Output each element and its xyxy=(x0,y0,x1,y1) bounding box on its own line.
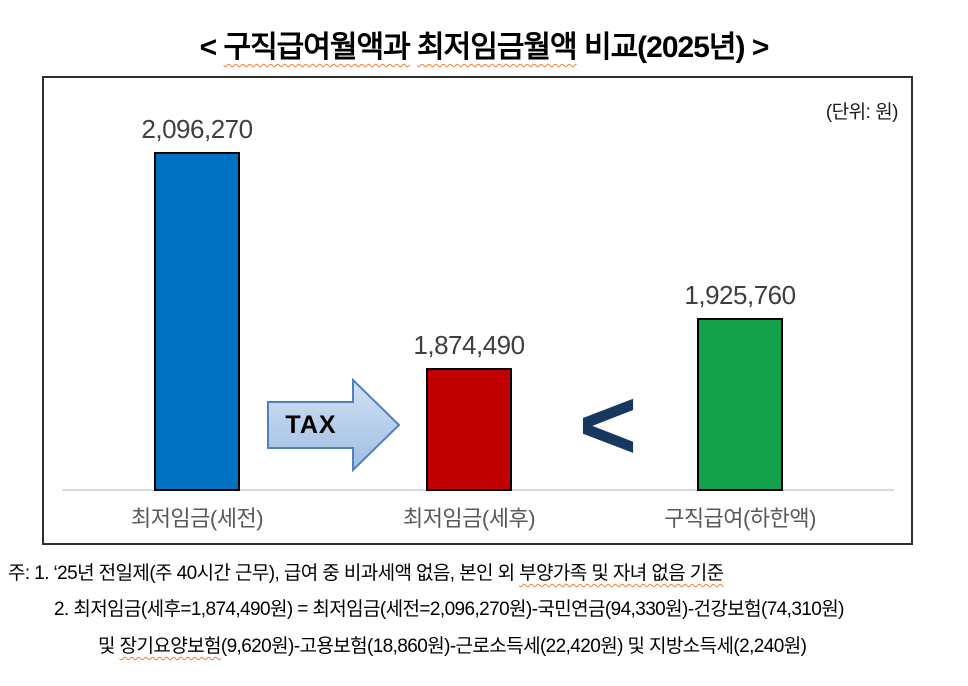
title-bracket-close: > xyxy=(751,31,770,64)
bar-value-label-2: 1,925,760 xyxy=(684,280,796,310)
tax-arrow-shape xyxy=(267,378,401,472)
bar-value-label-0: 2,096,270 xyxy=(141,114,253,144)
note-3-underlined: 장기요양보험 xyxy=(119,636,222,657)
title-bracket-open: < xyxy=(199,31,218,64)
note-3-text-post: (9,620원)-고용보험(18,860원)-근로소득세(22,420원) 및 … xyxy=(220,636,807,657)
note-1-text: 주: 1. ‘25년 전일제(주 40시간 근무), 급여 중 비과세액 없음,… xyxy=(8,563,520,584)
title-term-2: 최저임금월액 xyxy=(417,31,578,64)
bar-0 xyxy=(154,152,240,491)
tax-arrow-label: TAX xyxy=(285,410,337,439)
note-3-text: 및 xyxy=(98,636,120,657)
chart-title: < 구직급여월액과 최저임금월액 비교(2025년) > xyxy=(0,22,968,66)
unit-label: (단위: 원) xyxy=(825,102,899,123)
note-2-text: 2. 최저임금(세후=1,874,490원) = 최저임금(세전=2,096,2… xyxy=(54,599,844,620)
category-label-2: 구직급여(하한액) xyxy=(664,506,816,531)
category-label-1: 최저임금(세후) xyxy=(402,506,536,531)
bar-2 xyxy=(697,318,783,491)
note-1-underlined: 부양가족 및 자녀 없음 기준 xyxy=(519,563,724,584)
category-label-0: 최저임금(세전) xyxy=(130,506,264,531)
title-term-3: 비교(2025년) xyxy=(583,31,746,64)
title-term-1: 구직급여월액과 xyxy=(223,31,410,64)
bar-1 xyxy=(426,368,512,491)
tax-arrow xyxy=(267,378,401,472)
note-line-1: 주: 1. ‘25년 전일제(주 40시간 근무), 급여 중 비과세액 없음,… xyxy=(8,558,724,585)
bar-value-label-1: 1,874,490 xyxy=(413,330,525,360)
less-than-symbol: < xyxy=(578,369,638,481)
note-line-2: 2. 최저임금(세후=1,874,490원) = 최저임금(세전=2,096,2… xyxy=(54,594,844,621)
note-line-3: 및 장기요양보험(9,620원)-고용보험(18,860원)-근로소득세(22,… xyxy=(98,631,807,658)
